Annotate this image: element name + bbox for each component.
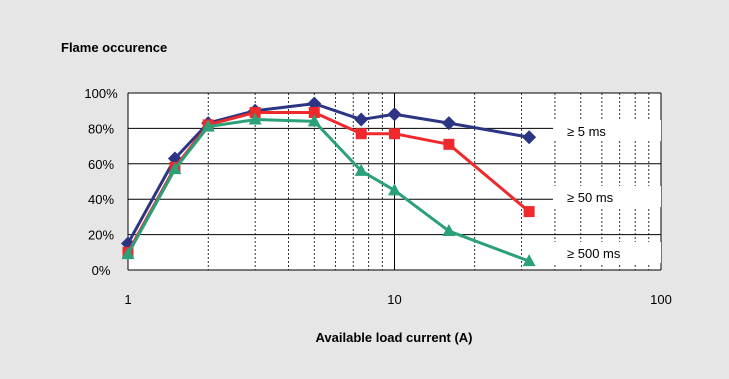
chart-title: Flame occurence [61, 40, 167, 55]
data-point-diamond [387, 107, 402, 122]
data-point-triangle [248, 112, 262, 125]
y-tick-label: 80% [88, 121, 114, 136]
data-point-square [389, 128, 400, 140]
data-point-square [523, 206, 535, 218]
data-point-square [355, 128, 367, 140]
series-label: ≥ 500 ms [567, 246, 621, 261]
series-label-background [553, 120, 661, 141]
data-point-triangle [388, 183, 401, 196]
x-tick-label: 10 [387, 292, 401, 307]
data-point-diamond [441, 116, 456, 131]
y-tick-label: 60% [88, 157, 114, 172]
data-point-square [308, 106, 320, 118]
data-point-triangle [522, 254, 536, 267]
series-label-background [553, 242, 661, 263]
data-point-triangle [354, 163, 368, 176]
data-point-diamond [354, 112, 369, 127]
data-point-diamond [522, 130, 537, 145]
series-label-background [553, 186, 661, 207]
y-tick-label: 40% [88, 192, 114, 207]
series-label: ≥ 50 ms [567, 190, 614, 205]
data-point-triangle [168, 162, 182, 175]
y-tick-label: 0% [92, 263, 111, 278]
y-tick-label: 100% [84, 86, 118, 101]
label-layer: 0% 20% 40% 60% 80% 100% 1 10 100 ≥ 5 ms ≥ 50 ms ≥ 5… [84, 86, 671, 307]
data-point-triangle [201, 119, 215, 132]
series-label: ≥ 5 ms [567, 124, 606, 139]
series-layer [121, 96, 537, 267]
data-point-triangle [121, 247, 135, 260]
x-tick-label: 1 [124, 292, 131, 307]
data-point-square [443, 138, 455, 150]
data-point-triangle [307, 114, 321, 127]
x-tick-label: 100 [650, 292, 672, 307]
data-point-triangle [442, 224, 456, 237]
data-point-square [249, 106, 261, 118]
x-axis-label: Available load current (A) [316, 330, 473, 345]
y-tick-label: 20% [88, 228, 114, 243]
